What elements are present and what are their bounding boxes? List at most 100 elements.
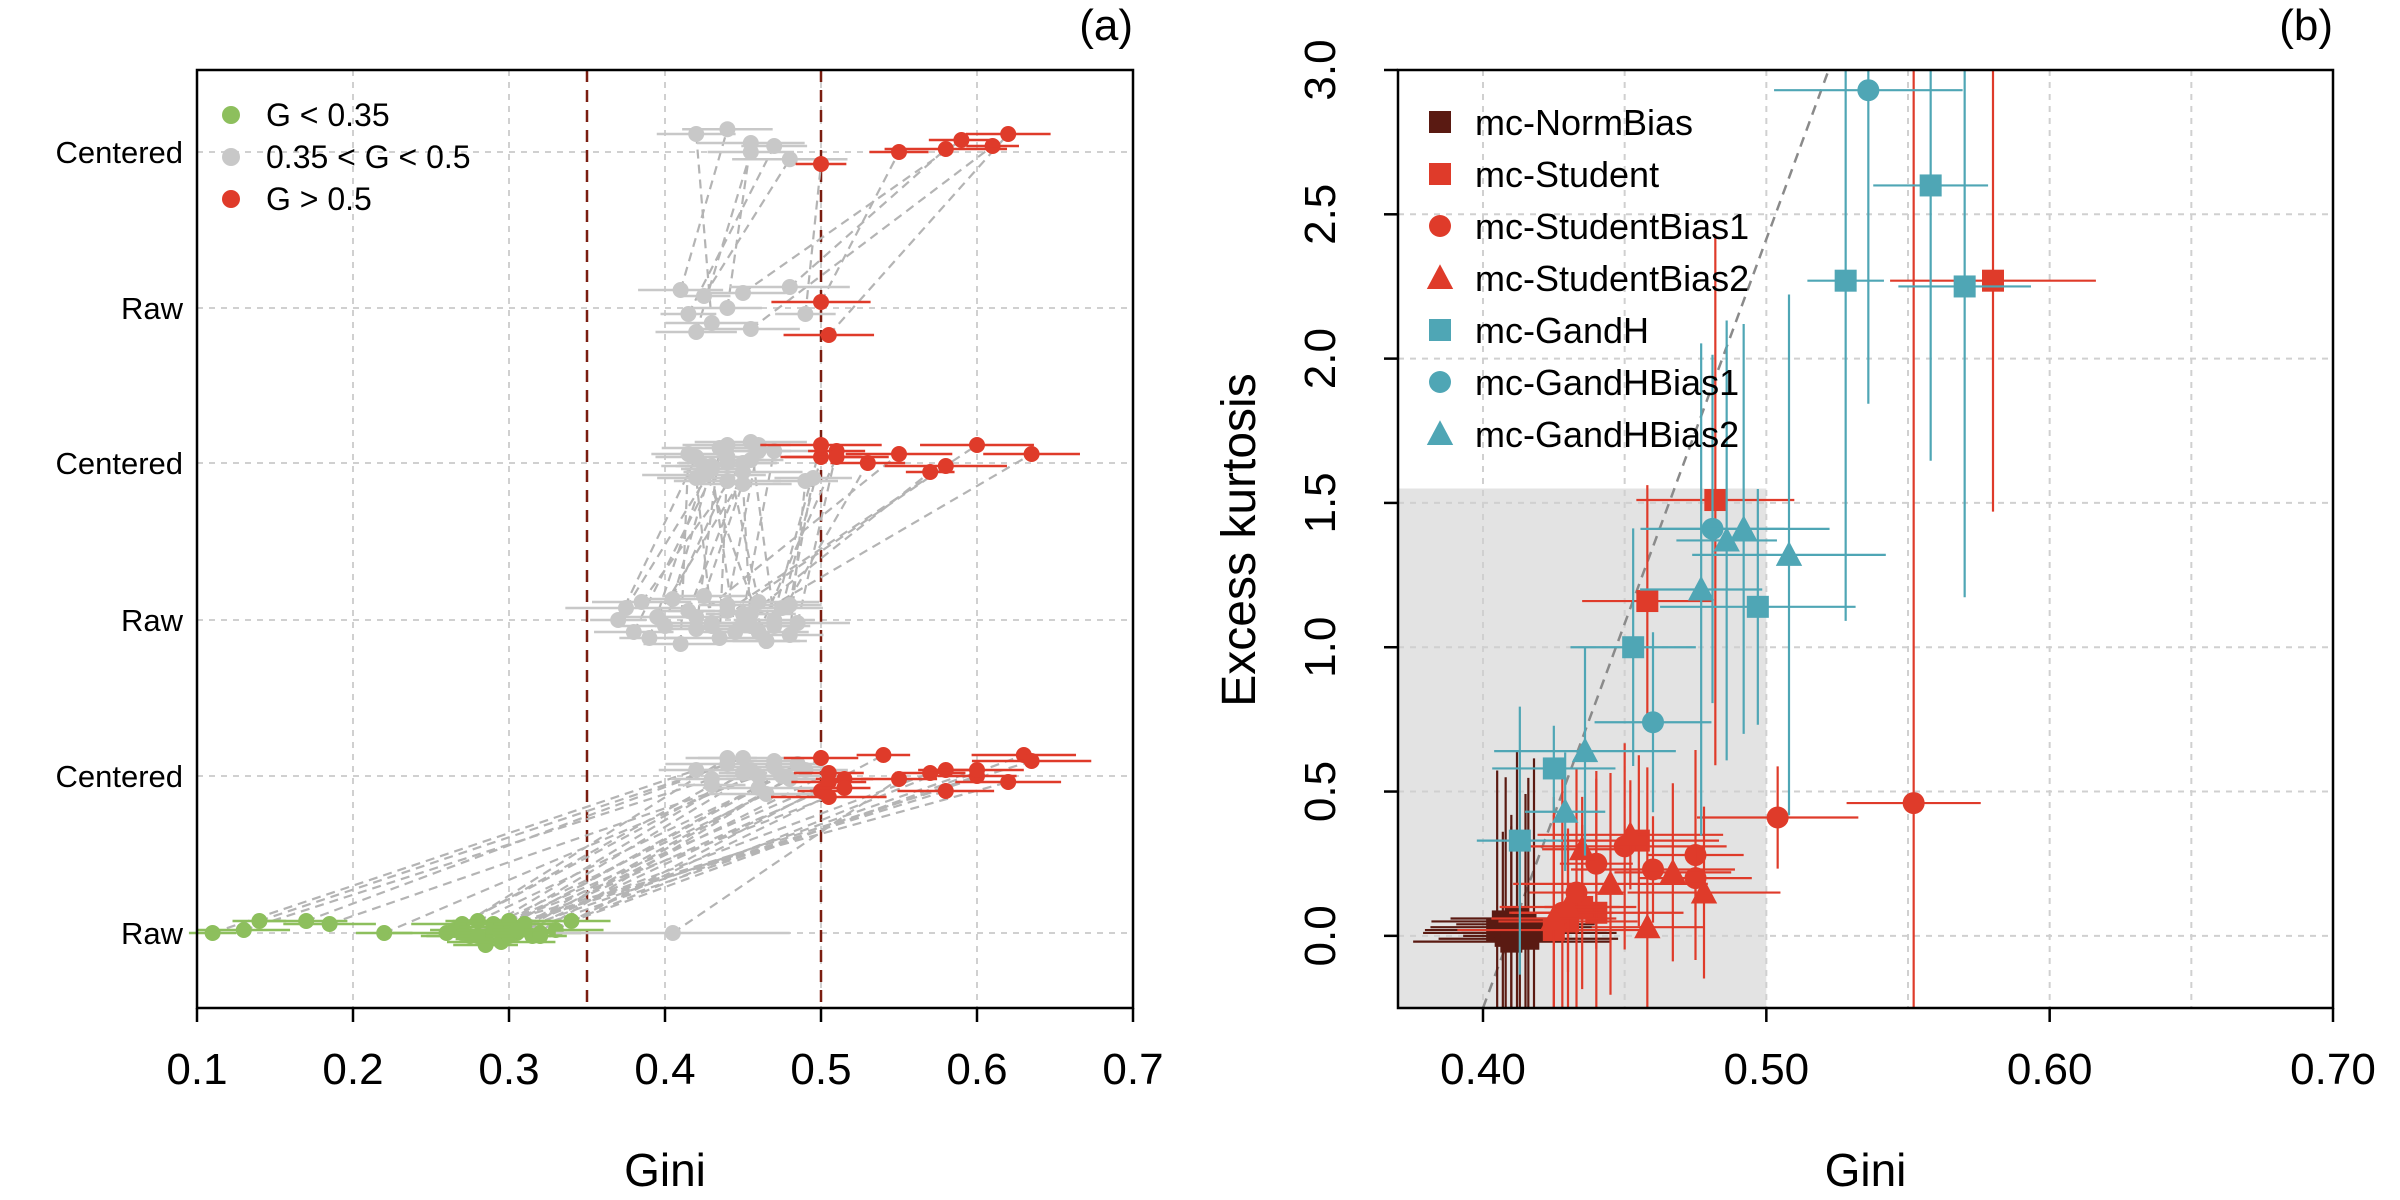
data-point [719, 449, 736, 465]
reference-curve [1481, 69, 1830, 1009]
legend-label-b: mc-GandH [1475, 310, 1649, 351]
pair-connector [789, 148, 947, 288]
legend-marker-b [1426, 264, 1454, 289]
data-point [937, 783, 954, 799]
x-axis-label-a: Gini [624, 1144, 706, 1196]
points-layer-b [1413, 70, 2096, 1008]
legend-marker-b [1429, 319, 1451, 341]
data-point-mc-StudentBias2 [1568, 835, 1596, 861]
data-point [688, 609, 705, 625]
data-point-mc-GandHBias1 [1642, 711, 1664, 734]
y-tick-label-b: 2.0 [1296, 328, 1345, 389]
pair-connector [788, 477, 815, 606]
pair-connector [516, 778, 791, 934]
pair-connector [648, 474, 706, 639]
data-point [696, 288, 712, 304]
data-point-mc-Student [1636, 590, 1659, 613]
data-point [750, 780, 767, 796]
y-tick-label-a: Centered [55, 446, 183, 481]
data-point-mc-Student [1704, 489, 1727, 512]
data-point-mc-StudentBias2 [1690, 878, 1718, 904]
y-tick-label-b: 1.5 [1296, 472, 1345, 533]
pair-connector [702, 459, 752, 597]
x-tick-label-b: 0.60 [2007, 1045, 2093, 1094]
data-point [688, 470, 705, 486]
pair-connector [485, 772, 830, 946]
data-point [664, 591, 681, 607]
data-point [633, 594, 650, 610]
data-point-mc-GandH [1508, 829, 1531, 852]
pair-connector [703, 158, 791, 297]
data-point [469, 928, 486, 944]
y-tick-label-a: Centered [55, 759, 183, 794]
data-point [953, 132, 970, 148]
data-point [820, 774, 837, 790]
x-tick-label-b: 0.40 [1440, 1045, 1526, 1094]
data-point [719, 300, 736, 316]
pair-connector [539, 787, 845, 937]
data-point [781, 597, 798, 613]
data-point [758, 633, 775, 649]
data-point [1000, 774, 1017, 790]
legend-label-a: G > 0.5 [266, 181, 372, 217]
pair-connector [820, 151, 900, 303]
data-point [766, 753, 783, 769]
data-point [766, 618, 783, 634]
pair-connector [695, 453, 900, 618]
data-point [805, 470, 822, 486]
data-point [891, 144, 907, 160]
data-point [298, 913, 315, 929]
pair-connector [711, 465, 947, 627]
data-point [235, 922, 252, 938]
pair-connector [750, 145, 994, 330]
legend-label-b: mc-NormBias [1475, 102, 1693, 143]
data-point [508, 922, 525, 938]
pair-connector [469, 793, 767, 937]
data-point [813, 750, 829, 766]
pair-connector [679, 128, 729, 291]
data-point-mc-GandHBias2 [1571, 737, 1599, 763]
x-tick-label-b: 0.70 [2290, 1045, 2376, 1094]
pair-connector [524, 769, 806, 925]
legend-label-a: 0.35 < G < 0.5 [266, 139, 471, 175]
data-point [735, 765, 751, 781]
data-point [719, 750, 736, 766]
pair-connector [726, 444, 978, 612]
data-point [969, 762, 985, 778]
data-point [937, 458, 954, 474]
pair-connector [453, 757, 728, 931]
data-point [828, 449, 845, 465]
data-point [735, 464, 751, 480]
legend-marker-a [222, 148, 240, 166]
data-point-mc-StudentBias1 [1902, 792, 1925, 815]
data-point [836, 780, 853, 796]
legend-label-b: mc-StudentBias2 [1475, 258, 1749, 299]
x-tick-label-a: 0.3 [478, 1045, 539, 1094]
pair-connector [671, 480, 729, 600]
data-point [321, 916, 338, 932]
legend-label-b: mc-StudentBias1 [1475, 206, 1749, 247]
data-point-mc-Student [1982, 269, 2004, 292]
pair-connector [243, 777, 713, 932]
data-point-mc-GandH [1834, 269, 1857, 292]
data-point [969, 437, 985, 453]
x-tick-label-a: 0.4 [634, 1045, 695, 1094]
data-point [251, 913, 268, 929]
data-point [664, 925, 681, 941]
data-point [742, 606, 759, 622]
legend-label-b: mc-GandHBias2 [1475, 414, 1739, 455]
legend-marker-a [222, 106, 240, 124]
pair-connector [492, 772, 744, 925]
data-point [703, 777, 720, 793]
data-point [875, 747, 892, 763]
pair-connector [461, 769, 752, 925]
pair-connector [492, 780, 830, 929]
data-point-mc-GandH [1953, 275, 1976, 298]
data-point [711, 630, 728, 646]
y-tick-label-b: 3.0 [1296, 39, 1345, 100]
x-tick-label-a: 0.2 [322, 1045, 383, 1094]
y-axis-label-b: Excess kurtosis [1213, 373, 1266, 706]
x-tick-label-a: 0.1 [166, 1045, 227, 1094]
data-point [688, 126, 705, 142]
legend-label-b: mc-Student [1475, 154, 1659, 195]
